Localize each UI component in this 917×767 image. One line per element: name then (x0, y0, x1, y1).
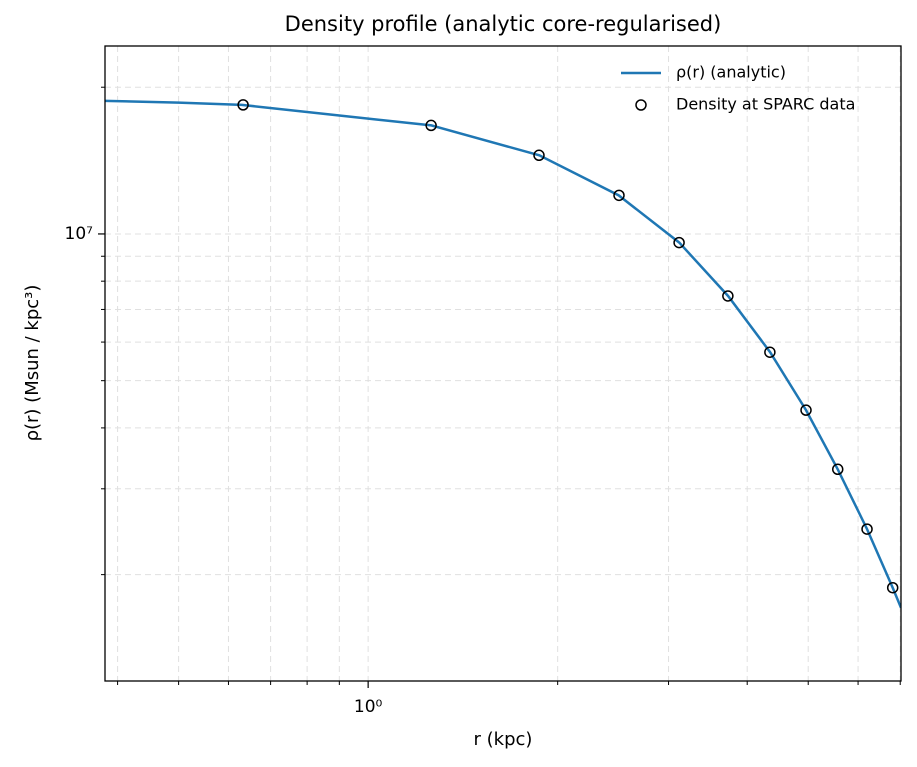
data-point (831, 463, 844, 476)
x-tick-label: 10⁰ (354, 697, 383, 717)
data-point (722, 290, 734, 302)
data-point (237, 99, 249, 111)
legend-marker (635, 99, 647, 111)
y-tick-label: 10⁷ (65, 224, 94, 244)
data-point (886, 581, 899, 594)
data-line (105, 99, 901, 609)
axes-frame (104, 45, 902, 682)
data-point (800, 404, 812, 416)
data-point (613, 189, 625, 202)
data-point (533, 149, 545, 162)
y-axis-label: ρ(r) (Msun / kpc³) (22, 285, 43, 442)
data-point (861, 523, 873, 535)
x-axis-label: r (kpc) (474, 729, 533, 750)
legend-label: ρ(r) (analytic) (676, 63, 786, 82)
legend-label: Density at SPARC data (676, 95, 855, 114)
chart-title: Density profile (analytic core-regularis… (285, 12, 722, 36)
data-point (425, 119, 437, 132)
data-point (673, 236, 685, 249)
data-point (764, 346, 776, 358)
